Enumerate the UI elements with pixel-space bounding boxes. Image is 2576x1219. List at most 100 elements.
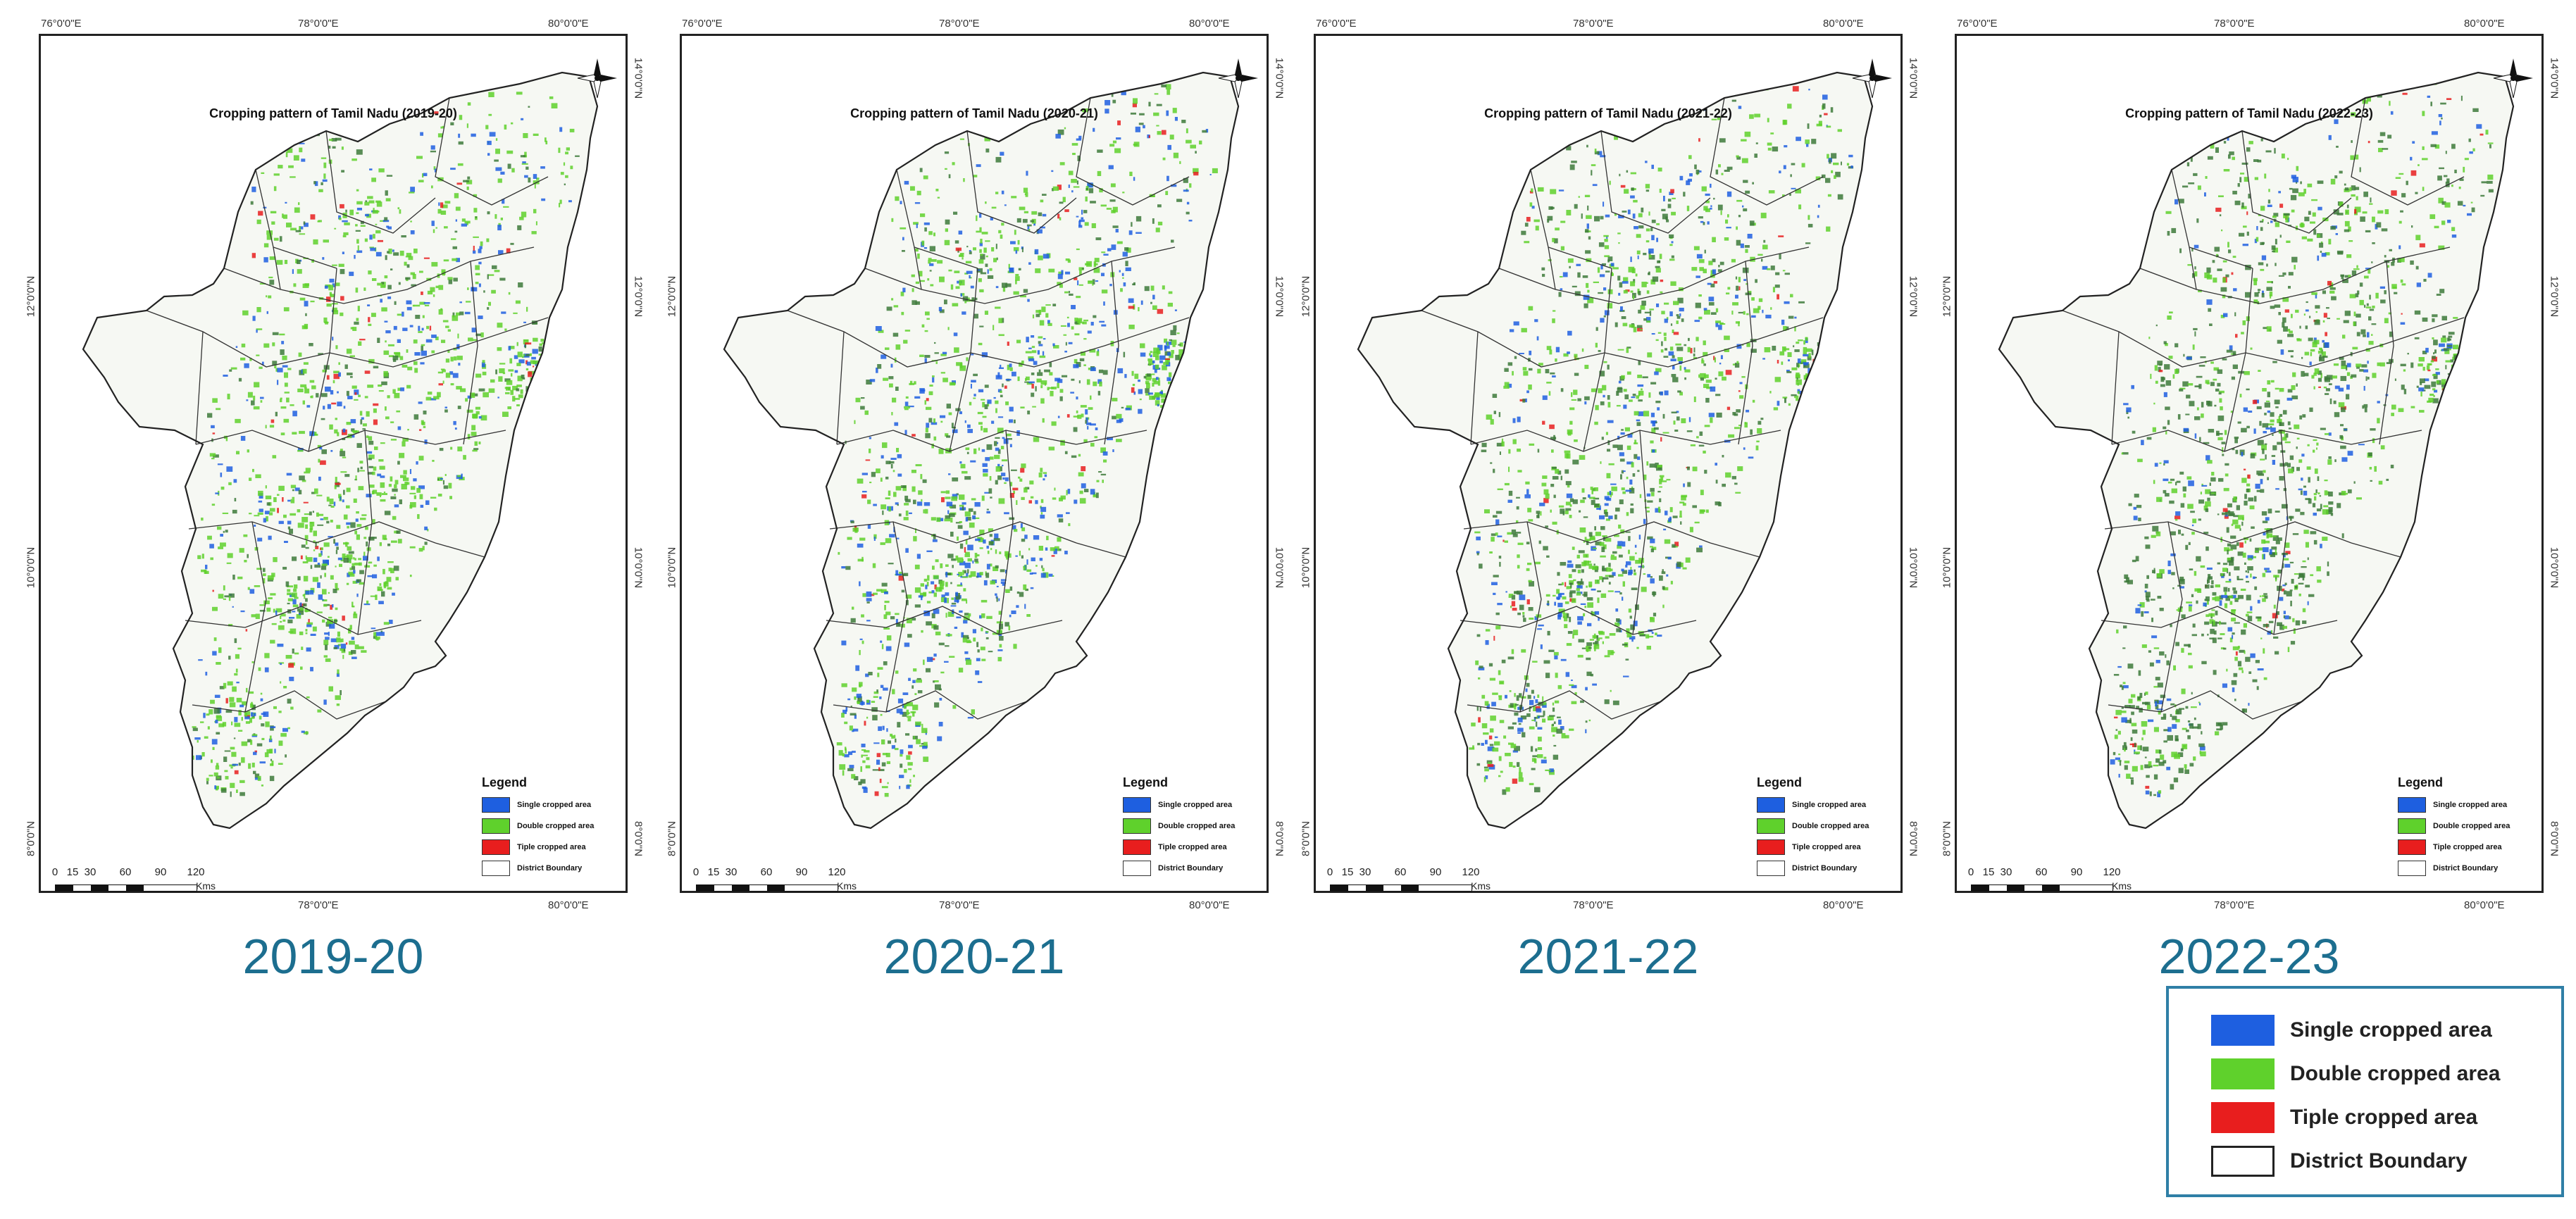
longitude-label: 80°0'0"E (548, 18, 589, 30)
district-boundary (829, 521, 1126, 558)
state-land (1358, 73, 1872, 828)
latitude-label: 8°0'0"N (25, 820, 37, 857)
latitude-label: 10°0'0"N (1300, 546, 1312, 589)
latitude-label: 10°0'0"N (1273, 546, 1286, 589)
latitude-label: 10°0'0"N (666, 546, 678, 589)
longitude-label: 80°0'0"E (1823, 18, 1864, 30)
legend-label: Tiple cropped area (1158, 843, 1227, 851)
district-boundary (273, 246, 281, 290)
district-boundary (2351, 97, 2465, 206)
legend-title: Legend (2398, 775, 2444, 789)
legend-item: Tiple cropped area (1123, 837, 1271, 858)
longitude-label: 78°0'0"E (2214, 18, 2255, 30)
district-boundary (2108, 690, 2303, 720)
summary-legend-row-double: Double cropped area (2211, 1052, 2561, 1096)
district-boundary (2273, 430, 2289, 635)
district-boundary (1460, 606, 1697, 635)
district-boundary (2101, 606, 2338, 635)
tamil-nadu-map (82, 58, 617, 830)
single-cropped-swatch (2211, 1015, 2275, 1046)
summary-legend-row-single: Single cropped area (2211, 1008, 2561, 1052)
map-legend: Legend Single cropped area Double cropped … (482, 775, 630, 879)
district-boundary (885, 521, 908, 713)
map-legend: Legend Single cropped area Double cropped … (1123, 775, 1271, 879)
district-boundary (2062, 310, 2120, 445)
year-label: 2022-23 (2158, 929, 2340, 984)
map-title: Cropping pattern of Tamil Nadu (2020-21) (850, 106, 1098, 120)
scale-tick-label: 60 (1394, 866, 1407, 878)
scale-tick-label: 120 (828, 866, 846, 878)
district-boundary (1104, 261, 1119, 445)
district-boundary (914, 246, 922, 290)
legend-item: District Boundary (1123, 858, 1271, 879)
longitude-label: 80°0'0"E (1189, 899, 1230, 911)
legend-swatch (2398, 797, 2426, 813)
district-boundary (2379, 261, 2394, 445)
longitude-label: 78°0'0"E (2214, 899, 2255, 911)
legend-item: Double cropped area (1123, 815, 1271, 837)
district-boundary (308, 268, 337, 452)
scale-tick-label: 60 (119, 866, 132, 878)
scale-tick-label: 30 (2000, 866, 2012, 878)
legend-label: District Boundary (1792, 864, 1858, 873)
district-boundary (2189, 246, 2197, 290)
latitude-label: 14°0'0"N (1273, 57, 1286, 99)
latitude-label: 8°0'0"N (1907, 820, 1919, 857)
district-boundary (2160, 521, 2183, 713)
legend-label: District Boundary (517, 864, 583, 873)
legend-label: District Boundary (2433, 864, 2499, 873)
scale-unit: Kms (2112, 880, 2132, 892)
north-arrow-icon (2493, 58, 2533, 99)
double-cropped-swatch (2211, 1058, 2275, 1089)
scale-tick-label: 60 (760, 866, 773, 878)
legend-label: Double cropped area (1158, 822, 1236, 830)
latitude-label: 14°0'0"N (2548, 57, 2561, 99)
longitude-label: 78°0'0"E (939, 899, 980, 911)
district-boundary (2224, 268, 2253, 452)
legend-label: District Boundary (1158, 864, 1224, 873)
latitude-label: 8°0'0"N (1273, 820, 1286, 857)
longitude-label: 80°0'0"E (2464, 899, 2505, 911)
scale-tick-label: 60 (2035, 866, 2048, 878)
district-boundary (195, 430, 506, 452)
district-boundary (1710, 97, 1824, 206)
latitude-label: 8°0'0"N (632, 820, 645, 857)
district-boundary (463, 261, 478, 445)
legend-label: Double cropped area (1792, 822, 1869, 830)
scale-tick-label: 120 (1462, 866, 1480, 878)
tamil-nadu-map (1998, 58, 2533, 830)
district-boundary (244, 521, 267, 713)
district-boundary (435, 97, 549, 206)
district-boundary (188, 521, 485, 558)
longitude-label: 80°0'0"E (1823, 899, 1864, 911)
latitude-label: 10°0'0"N (25, 546, 37, 589)
legend-label: Tiple cropped area (1792, 843, 1861, 851)
legend-item: Tiple cropped area (1757, 837, 1905, 858)
latitude-label: 12°0'0"N (25, 275, 37, 318)
summary-legend-row-triple: Tiple cropped area (2211, 1096, 2561, 1139)
map-panel: Cropping pattern of Tamil Nadu (2022-23)… (1941, 18, 2561, 911)
longitude-label: 76°0'0"E (41, 18, 82, 30)
legend-swatch (2398, 839, 2426, 855)
year-label: 2019-20 (242, 929, 424, 984)
legend-item: Single cropped area (1123, 794, 1271, 815)
tamil-nadu-map (1357, 58, 1892, 830)
map-title: Cropping pattern of Tamil Nadu (2022-23) (2125, 106, 2373, 120)
map-panel: Cropping pattern of Tamil Nadu (2020-21)… (666, 18, 1286, 911)
legend-swatch (1123, 797, 1151, 813)
legend-item: Single cropped area (2398, 794, 2546, 815)
latitude-label: 10°0'0"N (1941, 546, 1953, 589)
scale-tick-label: 15 (66, 866, 79, 878)
scale-tick-label: 15 (1982, 866, 1995, 878)
scale-tick-label: 90 (1429, 866, 1442, 878)
scale-unit: Kms (1471, 880, 1491, 892)
district-boundary (998, 430, 1014, 635)
map-title: Cropping pattern of Tamil Nadu (2019-20) (209, 106, 457, 120)
district-boundary (836, 430, 1147, 452)
district-boundary (223, 246, 535, 304)
latitude-label: 8°0'0"N (666, 820, 678, 857)
legend-swatch (482, 818, 510, 834)
legend-swatch (1123, 818, 1151, 834)
district-boundary (1421, 310, 1479, 445)
legend-swatch (482, 839, 510, 855)
